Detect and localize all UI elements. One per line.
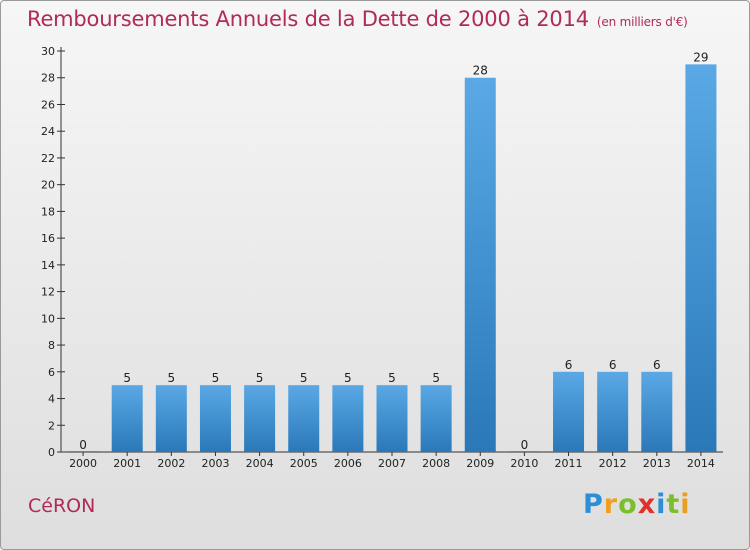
y-tick-label: 28 — [41, 72, 55, 85]
bar-2010 — [508, 451, 540, 452]
y-tick-label: 6 — [48, 366, 55, 379]
x-tick-label: 2012 — [599, 457, 627, 470]
data-label-2005: 5 — [300, 371, 308, 385]
data-label-2007: 5 — [388, 371, 396, 385]
data-label-2006: 5 — [344, 371, 352, 385]
x-tick-label: 2013 — [643, 457, 671, 470]
data-label-2009: 28 — [473, 64, 488, 78]
data-label-2004: 5 — [256, 371, 264, 385]
logo-letter: i — [656, 489, 667, 520]
bar-2014 — [685, 64, 717, 452]
x-tick-label: 2005 — [290, 457, 318, 470]
y-tick-label: 14 — [41, 259, 55, 272]
x-tick-label: 2000 — [69, 457, 97, 470]
y-tick-label: 24 — [41, 125, 55, 138]
x-tick-label: 2006 — [334, 457, 362, 470]
x-tick-label: 2014 — [687, 457, 715, 470]
data-label-2000: 0 — [79, 438, 87, 452]
bar-2006 — [332, 385, 364, 452]
x-tick-label: 2010 — [510, 457, 538, 470]
bar-2002 — [155, 385, 187, 452]
y-tick-label: 30 — [41, 45, 55, 58]
x-tick-label: 2009 — [466, 457, 494, 470]
x-tick-label: 2001 — [113, 457, 141, 470]
data-label-2001: 5 — [123, 371, 131, 385]
bar-2012 — [597, 371, 629, 452]
bar-2003 — [199, 385, 231, 452]
logo-letter: r — [603, 489, 619, 520]
bar-2007 — [376, 385, 408, 452]
bar-2013 — [641, 371, 673, 452]
data-label-2011: 6 — [565, 358, 573, 372]
y-tick-label: 2 — [48, 419, 55, 432]
data-label-2012: 6 — [609, 358, 617, 372]
chart-title-text: Remboursements Annuels de la Dette de 20… — [27, 7, 589, 31]
bar-2000 — [67, 451, 99, 452]
chart-title: Remboursements Annuels de la Dette de 20… — [27, 7, 688, 31]
y-tick-label: 16 — [41, 232, 55, 245]
bar-2008 — [420, 385, 452, 452]
logo-letter: P — [583, 489, 604, 520]
logo-letter: o — [618, 489, 638, 520]
chart-bars — [67, 64, 717, 452]
x-tick-label: 2008 — [422, 457, 450, 470]
logo-letter: x — [637, 489, 657, 520]
x-tick-label: 2011 — [555, 457, 583, 470]
y-tick-label: 0 — [48, 446, 55, 459]
y-tick-label: 22 — [41, 152, 55, 165]
bar-2004 — [244, 385, 276, 452]
y-tick-label: 26 — [41, 98, 55, 111]
x-tick-label: 2007 — [378, 457, 406, 470]
data-label-2003: 5 — [212, 371, 220, 385]
proxiti-logo: Proxiti — [583, 489, 691, 520]
data-label-2014: 29 — [693, 50, 708, 64]
x-tick-label: 2003 — [201, 457, 229, 470]
y-tick-label: 18 — [41, 205, 55, 218]
bar-2005 — [288, 385, 320, 452]
x-tick-label: 2004 — [246, 457, 274, 470]
commune-name: CéRON — [28, 495, 96, 517]
y-tick-label: 4 — [48, 393, 55, 406]
data-label-2010: 0 — [521, 438, 529, 452]
data-label-2002: 5 — [168, 371, 176, 385]
bar-2011 — [553, 371, 585, 452]
y-tick-label: 10 — [41, 312, 55, 325]
chart-labels: 2000 0 2001 5 2002 5 2003 5 2004 5 2005 5 2006 5 2007 5… — [69, 50, 715, 470]
chart-unit: (en milliers d'€) — [596, 15, 688, 29]
x-tick-label: 2002 — [157, 457, 185, 470]
logo-letter: i — [680, 489, 691, 520]
bar-2009 — [464, 77, 496, 452]
bar-2001 — [111, 385, 143, 452]
logo-letter: t — [666, 489, 681, 520]
data-label-2008: 5 — [432, 371, 440, 385]
y-tick-label: 8 — [48, 339, 55, 352]
data-label-2013: 6 — [653, 358, 661, 372]
y-tick-label: 12 — [41, 286, 55, 299]
y-tick-label: 20 — [41, 179, 55, 192]
